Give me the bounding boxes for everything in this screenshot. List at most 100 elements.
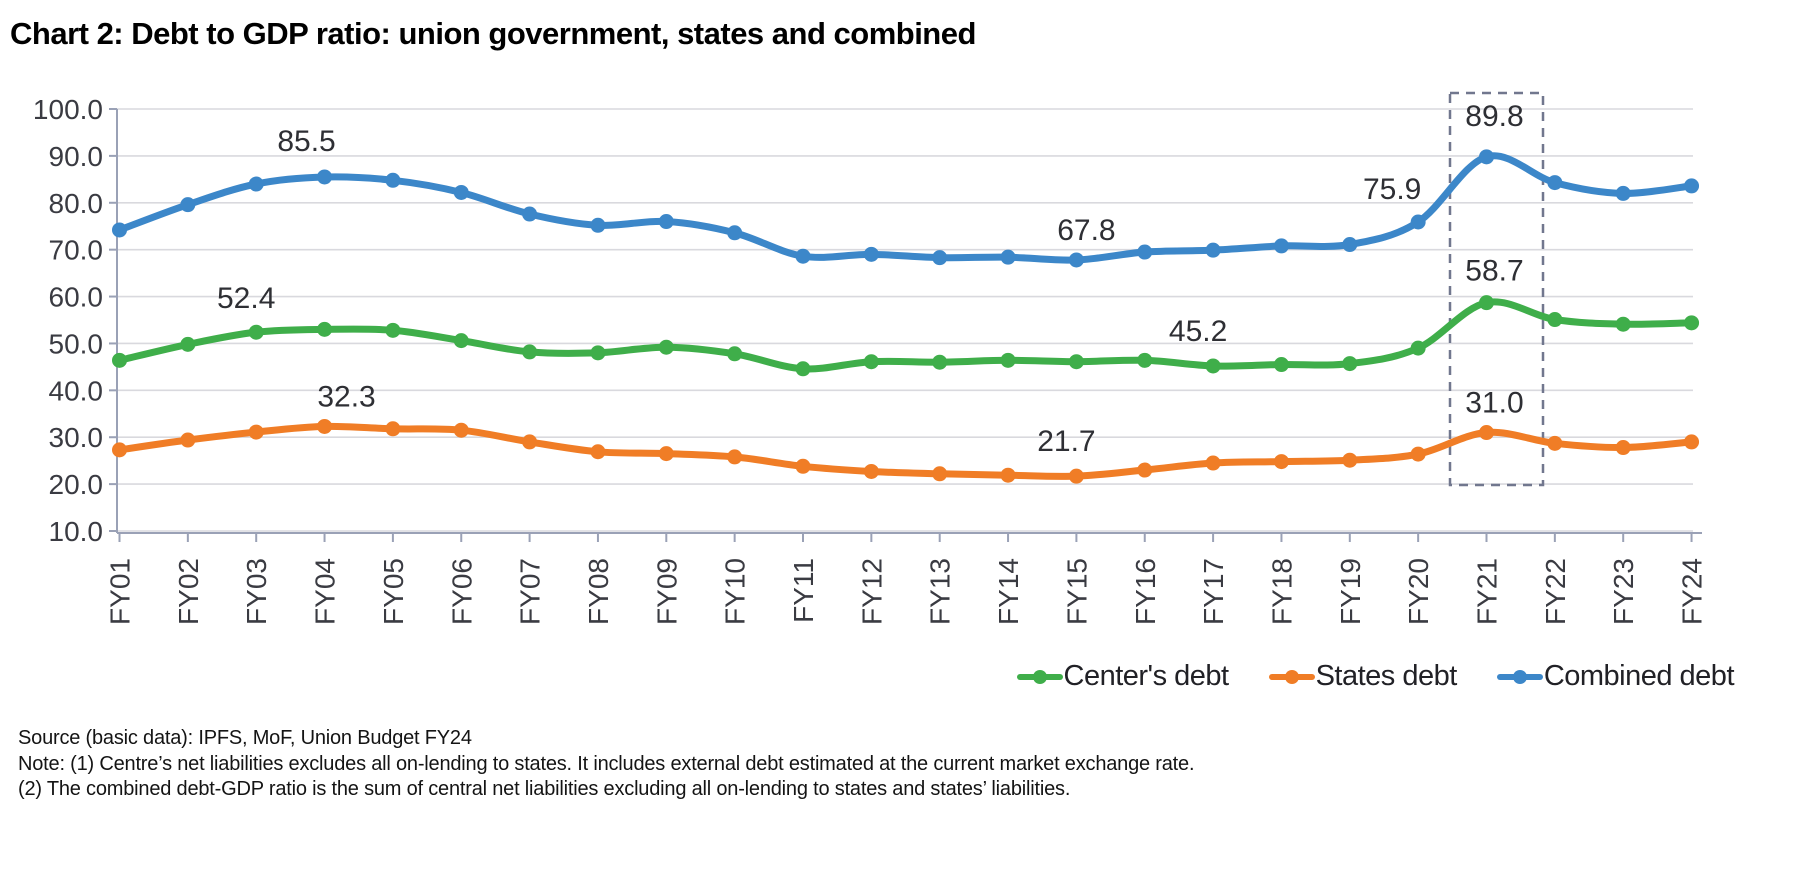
x-axis-label: FY08 — [583, 558, 614, 625]
data-point-fy12 — [863, 246, 879, 262]
data-point-fy20 — [1410, 214, 1426, 230]
data-point-fy17 — [1205, 455, 1221, 471]
source-note: Source (basic data): IPFS, MoF, Union Bu… — [18, 727, 472, 749]
data-label-45.2: 45.2 — [1169, 315, 1227, 348]
data-point-fy19 — [1342, 452, 1358, 468]
series-line-states-debt — [116, 422, 1695, 480]
data-point-fy16 — [1137, 244, 1153, 260]
x-axis-label: FY13 — [925, 558, 956, 625]
data-point-fy24 — [1684, 315, 1700, 331]
debt-gdp-line-chart: 100.0 90.0 80.0 70.0 60.0 50.0 40.0 30.0 20.0 10.… — [33, 91, 1708, 625]
legend-label: Combined debt — [1543, 660, 1735, 692]
data-point-fy05 — [385, 322, 401, 338]
data-point-fy03 — [248, 176, 264, 192]
data-label-52.4: 52.4 — [217, 282, 275, 315]
data-point-fy01 — [112, 222, 127, 238]
data-point-fy19 — [1342, 356, 1358, 372]
note-2: (2) The combined debt-GDP ratio is the s… — [18, 778, 1071, 800]
legend-item-centers-debt: Center's debt — [1016, 660, 1230, 693]
data-point-fy02 — [180, 432, 196, 448]
data-point-fy19 — [1342, 237, 1358, 253]
y-axis-label: 10.0 — [49, 516, 104, 547]
data-point-fy16 — [1137, 352, 1153, 368]
y-axis-label: 90.0 — [49, 141, 104, 172]
data-point-fy11 — [795, 361, 811, 377]
x-axis-label: FY22 — [1540, 558, 1571, 625]
x-axis-label: FY17 — [1198, 558, 1229, 625]
data-label-85.5: 85.5 — [277, 125, 335, 158]
data-point-fy07 — [522, 344, 538, 360]
highlight-box-fy21 — [1448, 91, 1545, 487]
legend-item-combined-debt: Combined debt — [1496, 660, 1735, 693]
data-label-89.8: 89.8 — [1465, 100, 1523, 133]
legend-label: Center's debt — [1063, 660, 1230, 692]
data-point-fy21 — [1479, 149, 1494, 165]
data-point-fy04 — [317, 418, 333, 434]
y-axis-label: 50.0 — [49, 328, 104, 359]
y-axis-label: 60.0 — [49, 282, 104, 313]
data-point-fy13 — [932, 250, 948, 266]
data-point-fy02 — [180, 197, 196, 213]
x-axis-label: FY01 — [105, 558, 136, 625]
x-axis-label: FY07 — [515, 558, 546, 625]
x-axis-label: FY02 — [173, 558, 204, 625]
data-label-67.8: 67.8 — [1057, 214, 1115, 247]
data-label-31.0: 31.0 — [1465, 387, 1523, 420]
data-point-fy14 — [1000, 249, 1016, 265]
x-axis-label: FY06 — [446, 558, 477, 625]
data-point-fy16 — [1137, 462, 1153, 478]
data-point-fy06 — [453, 333, 469, 349]
y-axis-label: 30.0 — [49, 422, 104, 453]
data-point-fy01 — [112, 352, 127, 368]
data-point-fy15 — [1068, 468, 1084, 484]
x-axis-label: FY05 — [378, 558, 409, 625]
data-label-58.7: 58.7 — [1465, 255, 1523, 288]
data-label-32.3: 32.3 — [317, 380, 375, 413]
x-axis-label: FY24 — [1677, 558, 1708, 625]
y-axis-label: 40.0 — [49, 375, 104, 406]
legend: Center's debt States debt Combined debt — [1016, 660, 1735, 693]
x-axis-label: FY18 — [1266, 558, 1297, 625]
legend-line-marker-icon — [1496, 669, 1543, 685]
data-point-fy10 — [727, 346, 743, 362]
data-point-fy13 — [932, 466, 948, 482]
x-axis-label: FY23 — [1608, 558, 1639, 625]
data-point-fy04 — [317, 321, 333, 337]
data-point-fy10 — [727, 225, 743, 241]
data-point-fy22 — [1547, 175, 1563, 191]
data-label-75.9: 75.9 — [1363, 173, 1421, 206]
data-point-fy17 — [1205, 242, 1221, 258]
data-point-fy15 — [1068, 354, 1084, 370]
x-axis-label: FY19 — [1335, 558, 1366, 625]
data-point-fy06 — [453, 184, 469, 200]
chart-title: Chart 2: Debt to GDP ratio: union govern… — [10, 16, 976, 51]
data-point-fy21 — [1479, 425, 1494, 441]
legend-label: States debt — [1315, 660, 1458, 692]
data-point-fy05 — [385, 172, 401, 188]
data-point-fy03 — [248, 424, 264, 440]
y-axis-label: 70.0 — [49, 235, 104, 266]
x-axis-label: FY12 — [856, 558, 887, 625]
data-point-fy04 — [317, 169, 333, 185]
data-point-fy05 — [385, 421, 401, 437]
x-axis-label: FY15 — [1061, 558, 1092, 625]
data-point-fy07 — [522, 206, 538, 222]
series-line-center-s-debt — [116, 298, 1695, 373]
data-point-fy09 — [658, 214, 674, 230]
data-point-fy06 — [453, 422, 469, 438]
data-point-fy08 — [590, 444, 606, 460]
x-axis-label: FY14 — [993, 558, 1024, 625]
data-point-fy03 — [248, 324, 264, 340]
data-point-fy11 — [795, 458, 811, 474]
x-axis-label: FY04 — [310, 558, 341, 625]
data-point-fy18 — [1273, 238, 1289, 254]
data-point-fy23 — [1615, 440, 1631, 456]
data-point-fy14 — [1000, 352, 1016, 368]
data-label-21.7: 21.7 — [1037, 425, 1095, 458]
y-axis-label: 20.0 — [49, 469, 104, 500]
note-1: Note: (1) Centre’s net liabilities exclu… — [18, 752, 1195, 775]
y-axis-label: 80.0 — [49, 188, 104, 219]
data-point-fy18 — [1273, 454, 1289, 470]
x-axis-label: FY16 — [1130, 558, 1161, 625]
